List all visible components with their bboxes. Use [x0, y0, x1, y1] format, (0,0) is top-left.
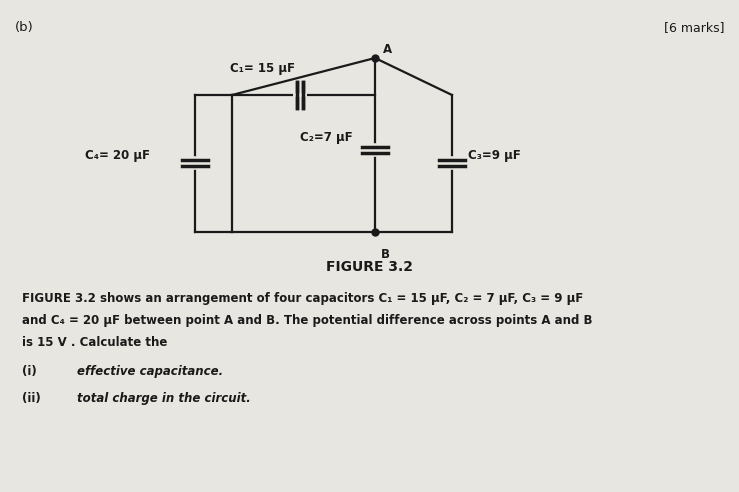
- Text: and C₄ = 20 μF between point A and B. The potential difference across points A a: and C₄ = 20 μF between point A and B. Th…: [22, 314, 593, 327]
- Text: total charge in the circuit.: total charge in the circuit.: [77, 392, 251, 405]
- Text: C₂=7 μF: C₂=7 μF: [300, 131, 353, 145]
- Text: is 15 V . Calculate the: is 15 V . Calculate the: [22, 336, 167, 349]
- Text: FIGURE 3.2 shows an arrangement of four capacitors C₁ = 15 μF, C₂ = 7 μF, C₃ = 9: FIGURE 3.2 shows an arrangement of four …: [22, 292, 583, 305]
- Text: C₃=9 μF: C₃=9 μF: [468, 149, 521, 161]
- Text: B: B: [381, 248, 390, 261]
- Text: A: A: [383, 43, 392, 56]
- Text: [6 marks]: [6 marks]: [664, 22, 724, 34]
- Text: (b): (b): [15, 22, 34, 34]
- Text: C₄= 20 μF: C₄= 20 μF: [85, 149, 150, 161]
- Text: FIGURE 3.2: FIGURE 3.2: [327, 260, 414, 274]
- Text: (i): (i): [22, 365, 37, 378]
- Text: (ii): (ii): [22, 392, 41, 405]
- Text: C₁= 15 μF: C₁= 15 μF: [230, 62, 295, 75]
- Text: effective capacitance.: effective capacitance.: [77, 365, 223, 378]
